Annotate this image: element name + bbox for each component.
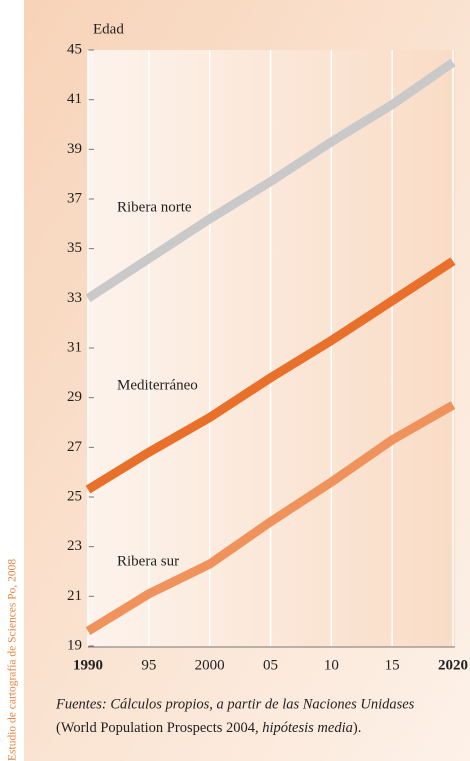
- series-line: [85, 58, 456, 303]
- series-label: Ribera sur: [117, 553, 179, 569]
- series-label: Ribera norte: [117, 199, 192, 215]
- source-line-1: Fuentes: Cálculos propios, a partir de l…: [55, 696, 415, 712]
- y-tick-label: 45: [67, 41, 82, 57]
- series-line: [85, 257, 456, 494]
- source-end: ).: [353, 720, 361, 736]
- y-tick-label: 39: [67, 141, 82, 157]
- y-tick-label: 31: [67, 339, 82, 355]
- x-tick-label: 15: [385, 657, 400, 673]
- source-italic: hipótesis media: [262, 720, 353, 736]
- y-tick-label: 33: [67, 290, 82, 306]
- y-tick-label: 37: [67, 190, 83, 206]
- y-tick-label: 25: [67, 488, 82, 504]
- y-tick-label: 35: [67, 240, 82, 256]
- credit: Estudio de cartografía de Sciences Po, 2…: [7, 559, 19, 761]
- source-text: (World Population Prospects 2004,: [56, 720, 259, 736]
- series-line: [85, 401, 456, 635]
- x-tick-label: 95: [141, 657, 156, 673]
- y-tick-label: 23: [67, 538, 82, 554]
- y-tick-label: 27: [67, 439, 83, 455]
- y-tick-label: 29: [67, 389, 82, 405]
- y-axis-label: Edad: [93, 21, 124, 37]
- x-tick-label: 2020: [438, 657, 468, 673]
- x-tick-label: 1990: [73, 657, 103, 673]
- x-tick-label: 2000: [195, 657, 225, 673]
- y-tick-label: 19: [67, 637, 82, 653]
- source-line-2: (World Population Prospects 2004, hipóte…: [56, 720, 361, 736]
- x-tick-label: 10: [324, 657, 339, 673]
- x-tick-label: 05: [263, 657, 278, 673]
- series-label: Mediterráneo: [117, 377, 198, 393]
- y-tick-label: 21: [67, 588, 82, 604]
- y-tick-label: 41: [67, 91, 82, 107]
